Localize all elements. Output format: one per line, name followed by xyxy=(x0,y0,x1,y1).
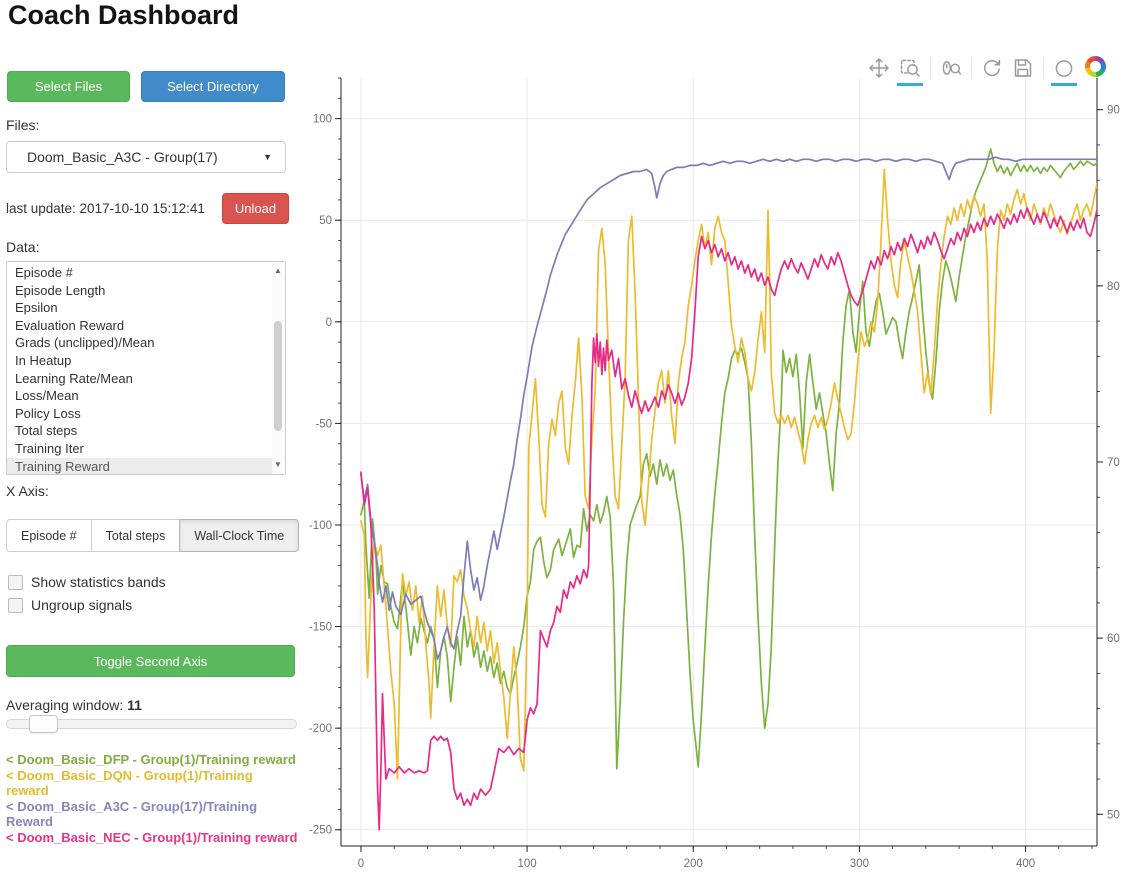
x-axis-option-total-steps[interactable]: Total steps xyxy=(90,519,181,552)
axis-tick-label: -50 xyxy=(315,418,332,430)
chevron-down-icon: ▼ xyxy=(263,152,272,162)
list-item[interactable]: Learning Rate/Mean xyxy=(15,370,133,386)
list-item[interactable]: Episode # xyxy=(15,265,73,280)
show-statistics-bands-checkbox[interactable] xyxy=(8,574,23,590)
list-item[interactable]: Evaluation Reward xyxy=(15,317,125,333)
box-zoom-icon[interactable] xyxy=(897,56,923,86)
x-axis-button-group: Episode # Total steps Wall-Clock Time xyxy=(6,519,300,552)
listbox-scrollbar[interactable]: ▲ ▼ xyxy=(272,263,284,473)
axis-tick-label: 50 xyxy=(1107,809,1120,821)
axis-tick-label: -150 xyxy=(309,622,332,634)
unload-button[interactable]: Unload xyxy=(222,193,289,224)
wheel-zoom-icon[interactable] xyxy=(938,56,964,86)
averaging-window-value: 11 xyxy=(127,697,142,713)
data-label: Data: xyxy=(6,239,40,255)
legend-entry[interactable]: < Doom_Basic_A3C - Group(17)/Training Re… xyxy=(6,798,258,830)
chart-toolbar xyxy=(866,56,1108,86)
axis-tick-label: 100 xyxy=(517,858,536,870)
list-item[interactable]: Epsilon xyxy=(15,300,58,316)
scroll-up-icon[interactable]: ▲ xyxy=(274,266,282,275)
files-dropdown-value: Doom_Basic_A3C - Group(17) xyxy=(27,149,218,165)
series-line-doom-basic-nec-group-1-training-reward xyxy=(360,207,1097,831)
toggle-second-axis-button[interactable]: Toggle Second Axis xyxy=(6,645,295,677)
files-dropdown[interactable]: Doom_Basic_A3C - Group(17) ▼ xyxy=(6,141,286,173)
list-item[interactable]: Policy Loss xyxy=(15,405,81,421)
list-item[interactable]: In Heatup xyxy=(15,352,72,368)
bokeh-logo-icon[interactable] xyxy=(1084,56,1106,77)
legend-entry[interactable]: < Doom_Basic_DQN - Group(1)/Training rew… xyxy=(6,767,253,799)
pan-icon[interactable] xyxy=(866,56,892,86)
series-line-doom-basic-dqn-group-1-training-reward xyxy=(360,168,1097,780)
averaging-window-label: Averaging window: xyxy=(6,697,124,713)
axis-tick-label: 100 xyxy=(313,114,332,126)
axis-tick-label: 80 xyxy=(1107,281,1120,293)
list-item[interactable]: Loss/Mean xyxy=(15,388,79,404)
axis-tick-label: 90 xyxy=(1107,105,1120,117)
legend-entry[interactable]: < Doom_Basic_DFP - Group(1)/Training rew… xyxy=(6,752,296,767)
data-signal-list: Episode # Episode Length Epsilon Evaluation… xyxy=(7,264,272,474)
show-statistics-bands-label: Show statistics bands xyxy=(31,574,166,590)
list-item[interactable]: Training Iter xyxy=(15,440,84,456)
list-item[interactable]: Total steps xyxy=(15,423,78,439)
averaging-window-row: Averaging window: 11 xyxy=(6,697,142,713)
select-directory-button[interactable]: Select Directory xyxy=(141,71,285,102)
x-axis-option-wall-clock-time[interactable]: Wall-Clock Time xyxy=(179,519,300,552)
axis-tick-label: 200 xyxy=(684,858,703,870)
axis-tick-label: 70 xyxy=(1107,457,1120,469)
hover-icon[interactable] xyxy=(1051,56,1077,86)
axis-tick-label: 400 xyxy=(1016,858,1035,870)
x-axis-option-episode-[interactable]: Episode # xyxy=(6,519,92,552)
axis-tick-label: -200 xyxy=(309,723,332,735)
x-axis-label: X Axis: xyxy=(6,483,49,499)
axis-tick-label: -250 xyxy=(309,825,332,837)
series-line-doom-basic-a3c-group-17-training-reward xyxy=(360,156,1097,660)
slider-thumb[interactable] xyxy=(29,715,58,733)
list-item[interactable]: Grads (unclipped)/Mean xyxy=(15,335,155,351)
training-chart[interactable]: 100 50 0 -50 -100 -150 -200 -250 90 80 70 60 50 0 100 2… xyxy=(300,40,1142,881)
list-item[interactable]: Training Reward xyxy=(7,457,272,474)
ungroup-signals-checkbox[interactable] xyxy=(8,597,23,613)
save-icon[interactable] xyxy=(1010,56,1036,86)
legend-entry[interactable]: < Doom_Basic_NEC - Group(1)/Training rew… xyxy=(6,829,298,845)
axis-tick-label: 60 xyxy=(1107,633,1120,645)
list-item[interactable]: Episode Length xyxy=(15,282,106,298)
scroll-down-icon[interactable]: ▼ xyxy=(274,460,282,469)
chart-gridlines xyxy=(341,78,1097,846)
averaging-window-slider[interactable] xyxy=(6,715,297,733)
chart-legend: < Doom_Basic_DFP - Group(1)/Training rew… xyxy=(6,752,298,846)
select-files-button[interactable]: Select Files xyxy=(7,71,130,102)
toolbar-separator xyxy=(1043,57,1044,79)
ungroup-signals-row: Ungroup signals xyxy=(8,597,132,613)
toolbar-separator xyxy=(971,57,972,79)
data-signal-listbox[interactable]: Episode # Episode Length Epsilon Evaluation… xyxy=(6,261,286,475)
bokeh-logo-icon[interactable] xyxy=(1082,56,1108,83)
axis-tick-label: 50 xyxy=(319,215,332,227)
axis-tick-label: -100 xyxy=(309,520,332,532)
toolbar-separator xyxy=(930,57,931,79)
axis-tick-label: 300 xyxy=(850,858,869,870)
chart-axes: 100 50 0 -50 -100 -150 -200 -250 90 80 70 60 50 0 100 2… xyxy=(309,77,1120,870)
last-update-text: last update: 2017-10-10 15:12:41 xyxy=(6,201,205,216)
files-label: Files: xyxy=(6,117,40,133)
scrollbar-thumb[interactable] xyxy=(274,321,282,431)
reset-icon[interactable] xyxy=(979,56,1005,86)
show-statistics-bands-row: Show statistics bands xyxy=(8,574,166,590)
axis-tick-label: 0 xyxy=(326,317,332,329)
chart-series xyxy=(360,148,1097,831)
page-title: Coach Dashboard xyxy=(8,0,240,30)
axis-tick-label: 0 xyxy=(358,858,364,870)
ungroup-signals-label: Ungroup signals xyxy=(31,597,133,613)
